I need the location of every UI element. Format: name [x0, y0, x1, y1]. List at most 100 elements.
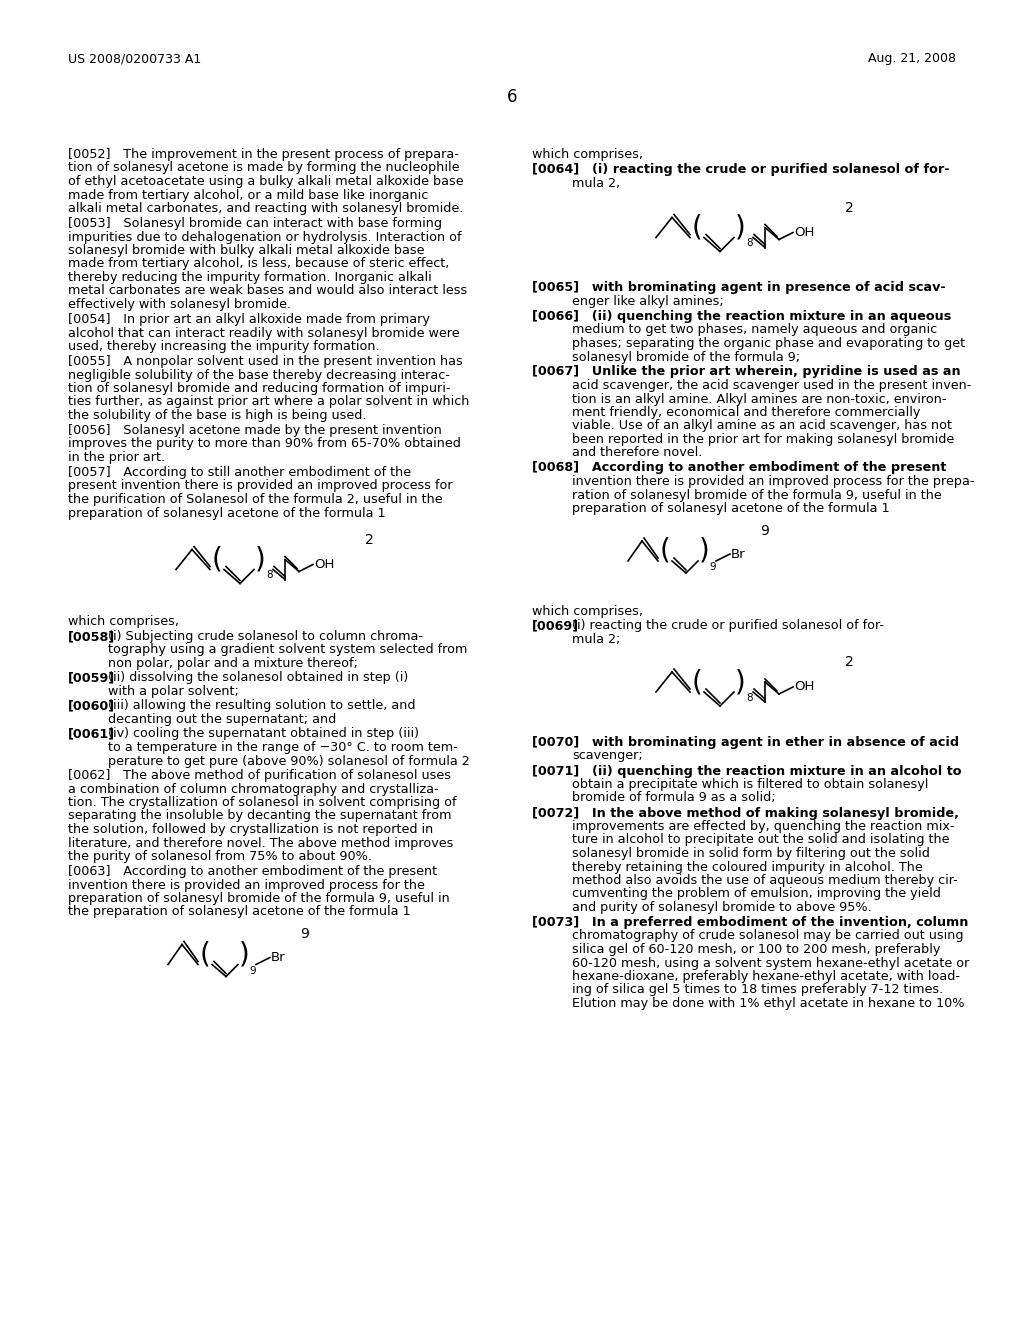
- Text: OH: OH: [794, 226, 814, 239]
- Text: and purity of solanesyl bromide to above 95%.: and purity of solanesyl bromide to above…: [572, 902, 871, 913]
- Text: ration of solanesyl bromide of the formula 9, useful in the: ration of solanesyl bromide of the formu…: [572, 488, 942, 502]
- Text: perature to get pure (above 90%) solanesol of formula 2: perature to get pure (above 90%) solanes…: [108, 755, 470, 767]
- Text: (iv) cooling the supernatant obtained in step (iii): (iv) cooling the supernatant obtained in…: [108, 727, 419, 741]
- Text: literature, and therefore novel. The above method improves: literature, and therefore novel. The abo…: [68, 837, 454, 850]
- Text: ment friendly, economical and therefore commercially: ment friendly, economical and therefore …: [572, 407, 921, 418]
- Text: mula 2;: mula 2;: [572, 634, 621, 645]
- Text: acid scavenger, the acid scavenger used in the present inven-: acid scavenger, the acid scavenger used …: [572, 379, 972, 392]
- Text: [0061]: [0061]: [68, 727, 115, 741]
- Text: decanting out the supernatant; and: decanting out the supernatant; and: [108, 713, 336, 726]
- Text: 2: 2: [365, 532, 374, 546]
- Text: (iii) allowing the resulting solution to settle, and: (iii) allowing the resulting solution to…: [108, 700, 416, 713]
- Text: a combination of column chromatography and crystalliza-: a combination of column chromatography a…: [68, 783, 438, 796]
- Text: with a polar solvent;: with a polar solvent;: [108, 685, 239, 698]
- Text: solanesyl bromide in solid form by filtering out the solid: solanesyl bromide in solid form by filte…: [572, 847, 930, 861]
- Text: 9: 9: [760, 524, 769, 539]
- Text: present invention there is provided an improved process for: present invention there is provided an i…: [68, 479, 453, 492]
- Text: bromide of formula 9 as a solid;: bromide of formula 9 as a solid;: [572, 792, 775, 804]
- Text: thereby retaining the coloured impurity in alcohol. The: thereby retaining the coloured impurity …: [572, 861, 923, 874]
- Text: chromatography of crude solanesol may be carried out using: chromatography of crude solanesol may be…: [572, 929, 964, 942]
- Text: used, thereby increasing the impurity formation.: used, thereby increasing the impurity fo…: [68, 341, 380, 352]
- Text: [0055] A nonpolar solvent used in the present invention has: [0055] A nonpolar solvent used in the pr…: [68, 355, 463, 368]
- Text: (i) Subjecting crude solanesol to column chroma-: (i) Subjecting crude solanesol to column…: [108, 630, 423, 643]
- Text: the solubility of the base is high is being used.: the solubility of the base is high is be…: [68, 409, 367, 422]
- Text: invention there is provided an improved process for the prepa-: invention there is provided an improved …: [572, 475, 975, 488]
- Text: ing of silica gel 5 times to 18 times preferably 7-12 times.: ing of silica gel 5 times to 18 times pr…: [572, 983, 943, 997]
- Text: effectively with solanesyl bromide.: effectively with solanesyl bromide.: [68, 298, 291, 312]
- Text: silica gel of 60-120 mesh, or 100 to 200 mesh, preferably: silica gel of 60-120 mesh, or 100 to 200…: [572, 942, 940, 956]
- Text: tion is an alkyl amine. Alkyl amines are non-toxic, environ-: tion is an alkyl amine. Alkyl amines are…: [572, 392, 946, 405]
- Text: (: (: [660, 537, 671, 565]
- Text: 2: 2: [845, 201, 854, 214]
- Text: (: (: [692, 214, 702, 242]
- Text: viable. Use of an alkyl amine as an acid scavenger, has not: viable. Use of an alkyl amine as an acid…: [572, 420, 952, 433]
- Text: scavenger;: scavenger;: [572, 750, 643, 763]
- Text: preparation of solanesyl bromide of the formula 9, useful in: preparation of solanesyl bromide of the …: [68, 892, 450, 906]
- Text: [0059]: [0059]: [68, 672, 116, 685]
- Text: tography using a gradient solvent system selected from: tography using a gradient solvent system…: [108, 644, 467, 656]
- Text: been reported in the prior art for making solanesyl bromide: been reported in the prior art for makin…: [572, 433, 954, 446]
- Text: 9: 9: [709, 562, 716, 572]
- Text: OH: OH: [314, 558, 335, 572]
- Text: impurities due to dehalogenation or hydrolysis. Interaction of: impurities due to dehalogenation or hydr…: [68, 231, 462, 243]
- Text: tion of solanesyl bromide and reducing formation of impuri-: tion of solanesyl bromide and reducing f…: [68, 381, 451, 395]
- Text: [0065] with brominating agent in presence of acid scav-: [0065] with brominating agent in presenc…: [532, 281, 946, 294]
- Text: ): ): [735, 668, 745, 696]
- Text: ): ): [735, 214, 745, 242]
- Text: [0054] In prior art an alkyl alkoxide made from primary: [0054] In prior art an alkyl alkoxide ma…: [68, 313, 430, 326]
- Text: Elution may be done with 1% ethyl acetate in hexane to 10%: Elution may be done with 1% ethyl acetat…: [572, 997, 965, 1010]
- Text: [0056] Solanesyl acetone made by the present invention: [0056] Solanesyl acetone made by the pre…: [68, 424, 442, 437]
- Text: ties further, as against prior art where a polar solvent in which: ties further, as against prior art where…: [68, 396, 469, 408]
- Text: made from tertiary alcohol, or a mild base like inorganic: made from tertiary alcohol, or a mild ba…: [68, 189, 428, 202]
- Text: the purification of Solanesol of the formula 2, useful in the: the purification of Solanesol of the for…: [68, 492, 442, 506]
- Text: hexane-dioxane, preferably hexane-ethyl acetate, with load-: hexane-dioxane, preferably hexane-ethyl …: [572, 970, 961, 983]
- Text: [0053] Solanesyl bromide can interact with base forming: [0053] Solanesyl bromide can interact wi…: [68, 216, 442, 230]
- Text: in the prior art.: in the prior art.: [68, 451, 165, 465]
- Text: [0072] In the above method of making solanesyl bromide,: [0072] In the above method of making sol…: [532, 807, 958, 820]
- Text: [0052] The improvement in the present process of prepara-: [0052] The improvement in the present pr…: [68, 148, 459, 161]
- Text: 8: 8: [266, 570, 272, 581]
- Text: the preparation of solanesyl acetone of the formula 1: the preparation of solanesyl acetone of …: [68, 906, 411, 919]
- Text: the purity of solanesol from 75% to about 90%.: the purity of solanesol from 75% to abou…: [68, 850, 372, 863]
- Text: which comprises,: which comprises,: [68, 615, 179, 628]
- Text: to a temperature in the range of −30° C. to room tem-: to a temperature in the range of −30° C.…: [108, 741, 458, 754]
- Text: [0069]: [0069]: [532, 619, 580, 632]
- Text: tion of solanesyl acetone is made by forming the nucleophile: tion of solanesyl acetone is made by for…: [68, 161, 460, 174]
- Text: phases; separating the organic phase and evaporating to get: phases; separating the organic phase and…: [572, 337, 966, 350]
- Text: OH: OH: [794, 681, 814, 693]
- Text: [0062] The above method of purification of solanesol uses: [0062] The above method of purification …: [68, 770, 451, 781]
- Text: [0067] Unlike the prior art wherein, pyridine is used as an: [0067] Unlike the prior art wherein, pyr…: [532, 366, 961, 379]
- Text: improves the purity to more than 90% from 65-70% obtained: improves the purity to more than 90% fro…: [68, 437, 461, 450]
- Text: invention there is provided an improved process for the: invention there is provided an improved …: [68, 879, 425, 891]
- Text: the solution, followed by crystallization is not reported in: the solution, followed by crystallizatio…: [68, 822, 433, 836]
- Text: (ii) dissolving the solanesol obtained in step (i): (ii) dissolving the solanesol obtained i…: [108, 672, 409, 685]
- Text: (: (: [212, 545, 223, 573]
- Text: of ethyl acetoacetate using a bulky alkali metal alkoxide base: of ethyl acetoacetate using a bulky alka…: [68, 176, 464, 187]
- Text: solanesyl bromide of the formula 9;: solanesyl bromide of the formula 9;: [572, 351, 800, 363]
- Text: 9: 9: [249, 965, 256, 975]
- Text: solanesyl bromide with bulky alkali metal alkoxide base: solanesyl bromide with bulky alkali meta…: [68, 244, 425, 257]
- Text: 9: 9: [300, 928, 309, 941]
- Text: negligible solubility of the base thereby decreasing interac-: negligible solubility of the base thereb…: [68, 368, 450, 381]
- Text: Aug. 21, 2008: Aug. 21, 2008: [868, 51, 956, 65]
- Text: improvements are effected by, quenching the reaction mix-: improvements are effected by, quenching …: [572, 820, 954, 833]
- Text: alcohol that can interact readily with solanesyl bromide were: alcohol that can interact readily with s…: [68, 326, 460, 339]
- Text: alkali metal carbonates, and reacting with solanesyl bromide.: alkali metal carbonates, and reacting wi…: [68, 202, 464, 215]
- Text: and therefore novel.: and therefore novel.: [572, 446, 702, 459]
- Text: 8: 8: [746, 239, 753, 248]
- Text: Br: Br: [731, 548, 745, 561]
- Text: [0068] According to another embodiment of the present: [0068] According to another embodiment o…: [532, 462, 946, 474]
- Text: obtain a precipitate which is filtered to obtain solanesyl: obtain a precipitate which is filtered t…: [572, 777, 929, 791]
- Text: enger like alkyl amines;: enger like alkyl amines;: [572, 294, 724, 308]
- Text: [0064] (i) reacting the crude or purified solanesol of for-: [0064] (i) reacting the crude or purifie…: [532, 162, 949, 176]
- Text: 2: 2: [845, 655, 854, 669]
- Text: US 2008/0200733 A1: US 2008/0200733 A1: [68, 51, 202, 65]
- Text: [0060]: [0060]: [68, 700, 115, 713]
- Text: Br: Br: [271, 950, 286, 964]
- Text: medium to get two phases, namely aqueous and organic: medium to get two phases, namely aqueous…: [572, 323, 937, 337]
- Text: (: (: [200, 940, 211, 969]
- Text: (: (: [692, 668, 702, 696]
- Text: [0070] with brominating agent in ether in absence of acid: [0070] with brominating agent in ether i…: [532, 737, 959, 748]
- Text: preparation of solanesyl acetone of the formula 1: preparation of solanesyl acetone of the …: [68, 507, 386, 520]
- Text: ): ): [699, 537, 710, 565]
